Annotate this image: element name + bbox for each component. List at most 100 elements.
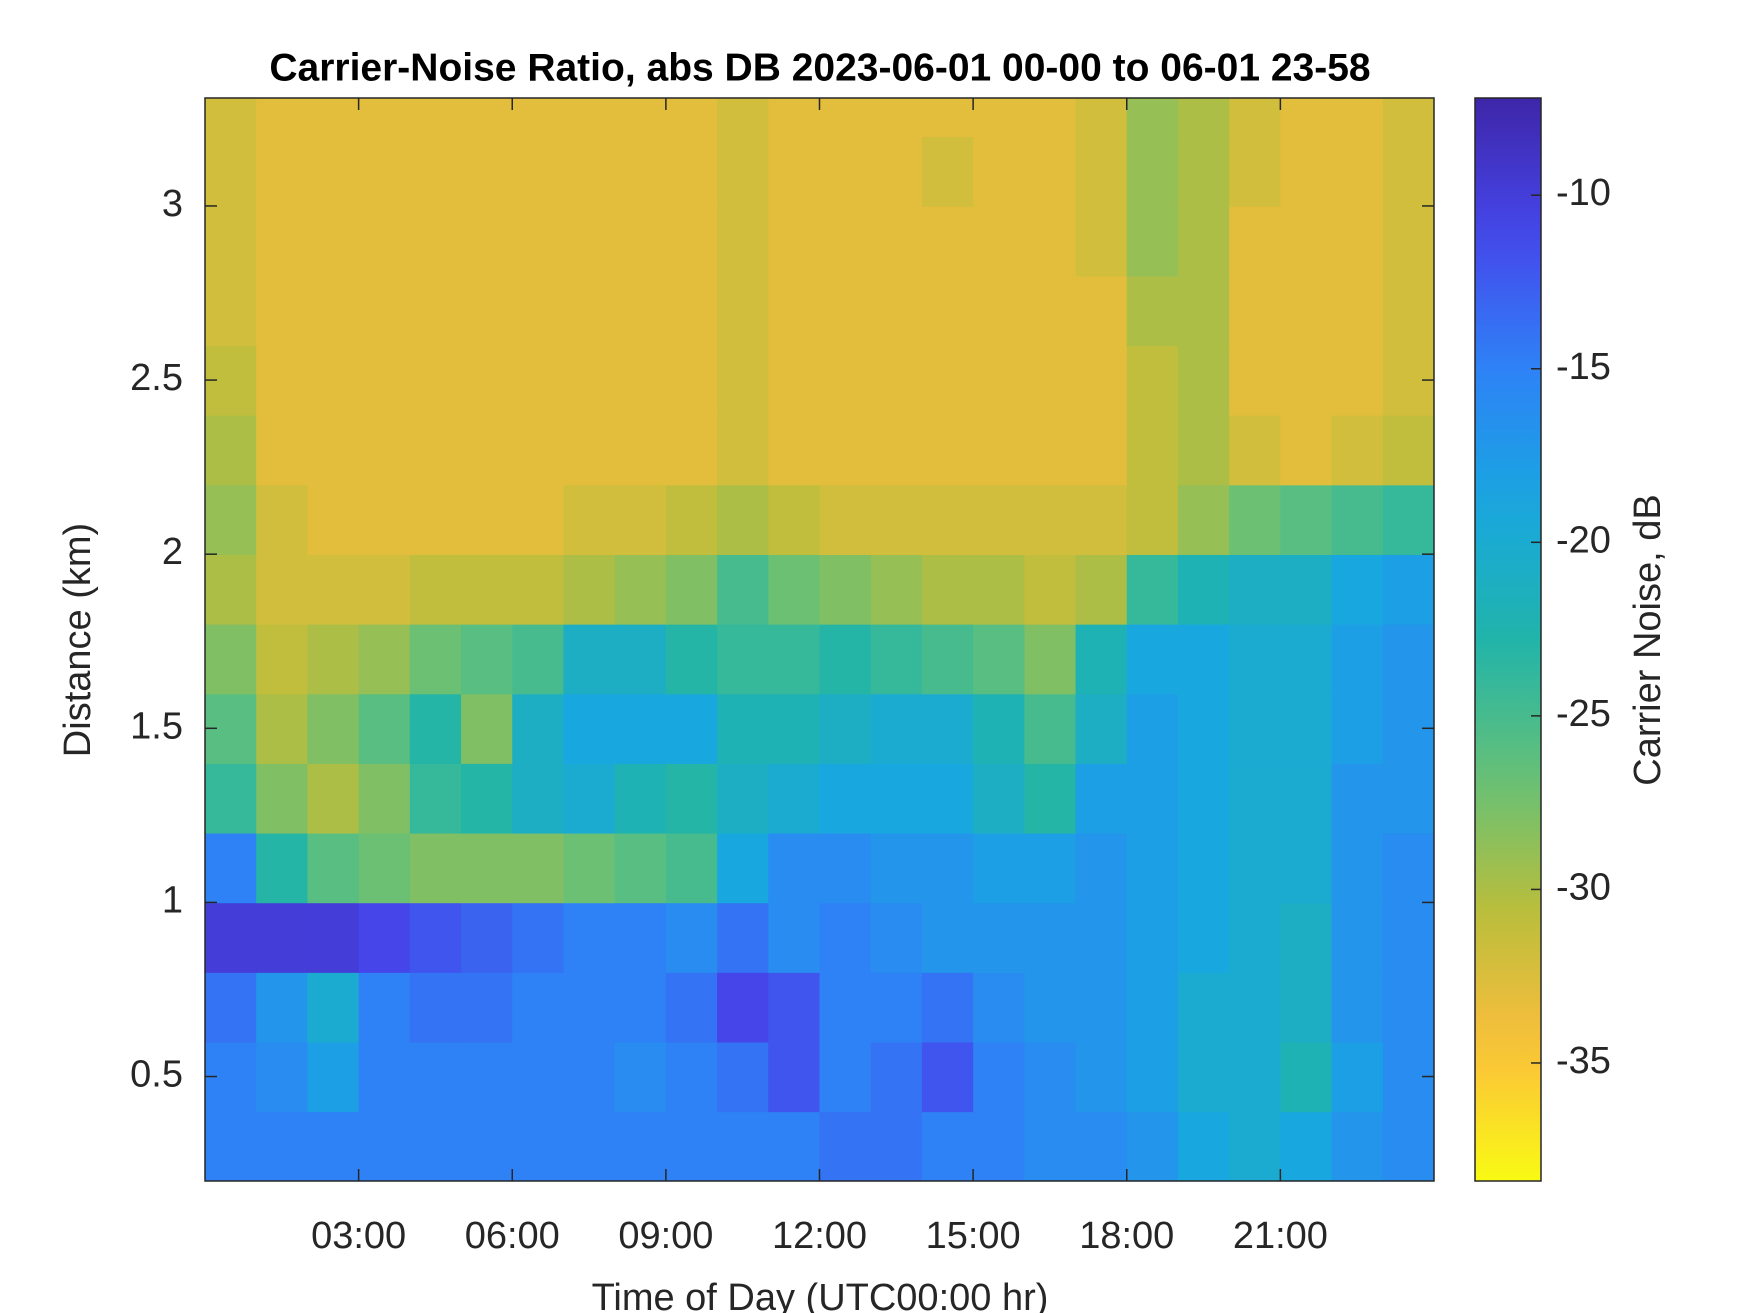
heatmap-cell bbox=[1331, 345, 1384, 416]
heatmap-cell bbox=[256, 693, 309, 764]
heatmap-cell bbox=[1229, 98, 1282, 138]
heatmap-cell bbox=[358, 832, 411, 904]
heatmap-cell bbox=[665, 902, 718, 973]
heatmap-cell bbox=[461, 98, 514, 138]
heatmap-cell bbox=[717, 275, 770, 347]
colorbar-tick-label: -35 bbox=[1556, 1040, 1611, 1082]
colorbar-tick-label: -15 bbox=[1556, 346, 1611, 388]
heatmap-cell bbox=[358, 205, 411, 277]
heatmap-cell bbox=[409, 832, 462, 904]
heatmap-cell bbox=[1075, 345, 1128, 416]
heatmap-cell bbox=[768, 693, 821, 764]
heatmap-cell bbox=[921, 623, 974, 695]
heatmap-cell bbox=[307, 902, 360, 973]
heatmap-cell bbox=[665, 136, 718, 207]
heatmap-cell bbox=[358, 623, 411, 695]
heatmap-cell bbox=[1126, 98, 1179, 138]
heatmap-cell bbox=[1177, 98, 1230, 138]
y-tick-label: 1.5 bbox=[130, 705, 183, 747]
heatmap-cell bbox=[870, 693, 923, 764]
heatmap-cell bbox=[1126, 1111, 1179, 1181]
heatmap-cell bbox=[358, 763, 411, 834]
heatmap-cell bbox=[1331, 275, 1384, 347]
heatmap-cell bbox=[921, 205, 974, 277]
heatmap-cell bbox=[512, 902, 565, 973]
heatmap-cell bbox=[1382, 832, 1434, 904]
heatmap-cell bbox=[358, 98, 411, 138]
heatmap-cell bbox=[870, 763, 923, 834]
heatmap-cell bbox=[461, 345, 514, 416]
heatmap-cell bbox=[717, 832, 770, 904]
heatmap-cell bbox=[1126, 902, 1179, 973]
heatmap-cell bbox=[563, 205, 616, 277]
heatmap-cell bbox=[1024, 484, 1077, 555]
heatmap-cell bbox=[1024, 902, 1077, 973]
heatmap-cell bbox=[358, 136, 411, 207]
heatmap-cell bbox=[1331, 902, 1384, 973]
heatmap-cell bbox=[768, 345, 821, 416]
heatmap-cell bbox=[665, 98, 718, 138]
heatmap-cell bbox=[1382, 972, 1434, 1043]
heatmap-cell bbox=[921, 1111, 974, 1181]
heatmap-cell bbox=[563, 1111, 616, 1181]
heatmap-cell bbox=[409, 484, 462, 555]
x-tick-label: 12:00 bbox=[772, 1215, 867, 1257]
colorbar bbox=[1474, 97, 1542, 1182]
heatmap-cell bbox=[512, 345, 565, 416]
heatmap-cell bbox=[819, 205, 872, 277]
heatmap-cell bbox=[1024, 1111, 1077, 1181]
x-tick-label: 18:00 bbox=[1079, 1215, 1174, 1257]
heatmap-cell bbox=[307, 693, 360, 764]
heatmap-cell bbox=[1075, 554, 1128, 625]
heatmap-cell bbox=[563, 832, 616, 904]
heatmap-cell bbox=[563, 414, 616, 486]
heatmap-cell bbox=[665, 623, 718, 695]
heatmap-cell bbox=[1382, 275, 1434, 347]
colorbar-tick-label: -10 bbox=[1556, 172, 1611, 214]
heatmap-cell bbox=[461, 275, 514, 347]
heatmap-cell bbox=[307, 832, 360, 904]
heatmap-cell bbox=[1177, 1111, 1230, 1181]
heatmap-cell bbox=[973, 623, 1026, 695]
heatmap-cell bbox=[665, 484, 718, 555]
heatmap-cell bbox=[1331, 1111, 1384, 1181]
heatmap-cell bbox=[665, 275, 718, 347]
heatmap-cell bbox=[819, 98, 872, 138]
heatmap-cell bbox=[973, 275, 1026, 347]
heatmap-cell bbox=[1331, 623, 1384, 695]
heatmap-cell bbox=[1177, 554, 1230, 625]
heatmap-cell bbox=[1126, 275, 1179, 347]
heatmap-cell bbox=[870, 832, 923, 904]
heatmap-cell bbox=[973, 972, 1026, 1043]
heatmap-cell bbox=[819, 554, 872, 625]
heatmap-cell bbox=[1229, 205, 1282, 277]
heatmap-cell bbox=[461, 763, 514, 834]
heatmap-cell bbox=[1024, 763, 1077, 834]
heatmap-cell bbox=[768, 484, 821, 555]
heatmap-cell bbox=[870, 972, 923, 1043]
heatmap-cell bbox=[819, 484, 872, 555]
heatmap-cell bbox=[205, 205, 258, 277]
heatmap-cell bbox=[512, 414, 565, 486]
heatmap-cell bbox=[1024, 972, 1077, 1043]
heatmap-cell bbox=[307, 275, 360, 347]
heatmap-cell bbox=[409, 275, 462, 347]
heatmap-cell bbox=[461, 972, 514, 1043]
heatmap-cell bbox=[563, 902, 616, 973]
heatmap-cell bbox=[256, 345, 309, 416]
heatmap-cell bbox=[358, 345, 411, 416]
heatmap-cell bbox=[768, 1041, 821, 1113]
heatmap-cell bbox=[358, 484, 411, 555]
heatmap-cell bbox=[1075, 902, 1128, 973]
heatmap-cell bbox=[973, 136, 1026, 207]
heatmap-cell bbox=[205, 902, 258, 973]
heatmap-cell bbox=[1331, 1041, 1384, 1113]
heatmap-cell bbox=[1229, 972, 1282, 1043]
heatmap-cell bbox=[256, 972, 309, 1043]
heatmap-cell bbox=[307, 554, 360, 625]
heatmap-cell bbox=[512, 98, 565, 138]
heatmap-cell bbox=[1229, 484, 1282, 555]
heatmap-cell bbox=[307, 623, 360, 695]
x-tick-label: 03:00 bbox=[311, 1215, 406, 1257]
